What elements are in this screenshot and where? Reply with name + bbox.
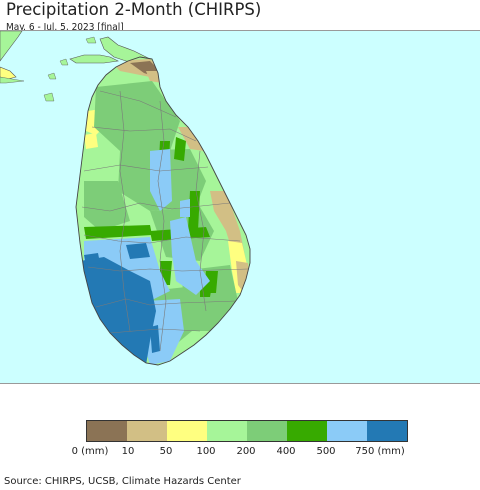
legend-label-2: 50 — [159, 446, 173, 457]
legend-swatch-7 — [367, 421, 407, 441]
legend-swatch-3 — [207, 421, 247, 441]
india-coast — [0, 31, 23, 62]
legend-swatch-5 — [287, 421, 327, 441]
northern-peninsula — [69, 54, 119, 64]
legend-label-3: 100 — [196, 446, 216, 457]
legend-labels: 0 (mm) 10 50 100 200 400 500 750 (mm) — [0, 446, 480, 460]
legend-label-1: 10 — [121, 446, 135, 457]
legend-swatch-2 — [167, 421, 207, 441]
precipitation-map — [0, 30, 480, 384]
legend-label-0: 0 (mm) — [71, 446, 109, 457]
legend-color-bar — [86, 420, 408, 442]
map-subtitle: May. 6 - Jul. 5, 2023 [final] — [6, 22, 124, 33]
legend-swatch-1 — [127, 421, 167, 441]
legend-label-4: 200 — [236, 446, 256, 457]
legend-label-7: 750 (mm) — [355, 446, 405, 457]
legend-label-6: 500 — [316, 446, 336, 457]
map-title: Precipitation 2-Month (CHIRPS) — [6, 0, 262, 19]
legend-swatch-6 — [327, 421, 367, 441]
source-credit: Source: CHIRPS, UCSB, Climate Hazards Ce… — [4, 476, 241, 487]
india-coast-yellow — [0, 66, 17, 80]
ocean-area — [0, 31, 480, 383]
legend-label-5: 400 — [276, 446, 296, 457]
sri-lanka-outline — [75, 56, 251, 366]
legend-swatch-0 — [87, 421, 127, 441]
india-coast-strip — [0, 76, 25, 84]
legend-swatch-4 — [247, 421, 287, 441]
